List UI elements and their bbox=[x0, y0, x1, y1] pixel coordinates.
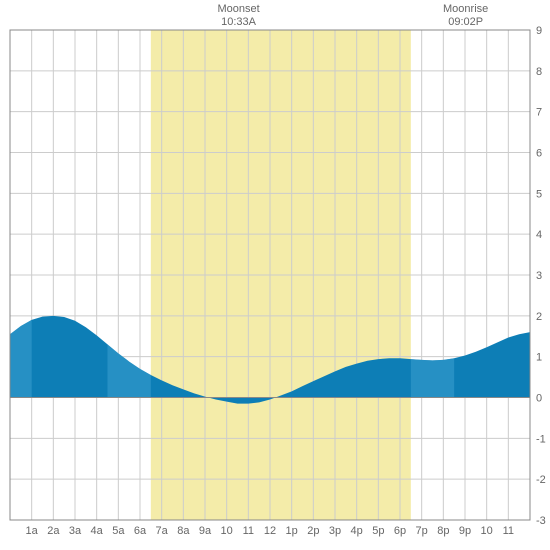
x-tick-label: 8p bbox=[437, 525, 449, 537]
y-tick-label: -2 bbox=[536, 474, 546, 486]
x-tick-label: 3a bbox=[69, 525, 82, 537]
x-tick-label: 10 bbox=[221, 525, 233, 537]
y-tick-label: 1 bbox=[536, 352, 542, 364]
x-tick-label: 5p bbox=[372, 525, 384, 537]
x-tick-label: 9a bbox=[199, 525, 212, 537]
y-tick-label: 3 bbox=[536, 270, 542, 282]
x-tick-label: 12 bbox=[264, 525, 276, 537]
moon-label-title-0: Moonset bbox=[217, 3, 259, 15]
x-tick-label: 2p bbox=[307, 525, 319, 537]
x-tick-label: 6a bbox=[134, 525, 147, 537]
x-tick-label: 2a bbox=[47, 525, 60, 537]
chart-svg: 1a2a3a4a5a6a7a8a9a1011121p2p3p4p5p6p7p8p… bbox=[0, 0, 550, 550]
y-tick-label: 6 bbox=[536, 148, 542, 160]
y-tick-label: -1 bbox=[536, 433, 546, 445]
y-tick-label: 0 bbox=[536, 393, 542, 405]
x-tick-label: 4a bbox=[91, 525, 104, 537]
x-tick-label: 8a bbox=[177, 525, 190, 537]
y-tick-label: 8 bbox=[536, 66, 542, 78]
moon-label-title-1: Moonrise bbox=[443, 3, 488, 15]
x-tick-label: 7a bbox=[156, 525, 169, 537]
y-tick-label: 2 bbox=[536, 311, 542, 323]
x-tick-label: 1p bbox=[286, 525, 298, 537]
x-tick-label: 9p bbox=[459, 525, 471, 537]
x-tick-label: 3p bbox=[329, 525, 341, 537]
tide-chart: 1a2a3a4a5a6a7a8a9a1011121p2p3p4p5p6p7p8p… bbox=[0, 0, 550, 550]
x-tick-label: 1a bbox=[26, 525, 39, 537]
moon-label-time-1: 09:02P bbox=[448, 16, 483, 28]
y-tick-label: 4 bbox=[536, 229, 542, 241]
x-tick-label: 4p bbox=[351, 525, 363, 537]
y-tick-label: -3 bbox=[536, 515, 546, 527]
x-tick-label: 6p bbox=[394, 525, 406, 537]
moon-label-time-0: 10:33A bbox=[221, 16, 257, 28]
tide-overlay-2 bbox=[411, 358, 454, 397]
y-tick-label: 9 bbox=[536, 25, 542, 37]
x-tick-label: 11 bbox=[243, 525, 254, 537]
y-tick-label: 5 bbox=[536, 188, 542, 200]
x-tick-label: 7p bbox=[416, 525, 428, 537]
x-tick-label: 11 bbox=[503, 525, 514, 537]
x-tick-label: 10 bbox=[481, 525, 493, 537]
y-tick-label: 7 bbox=[536, 107, 542, 119]
x-tick-label: 5a bbox=[112, 525, 125, 537]
